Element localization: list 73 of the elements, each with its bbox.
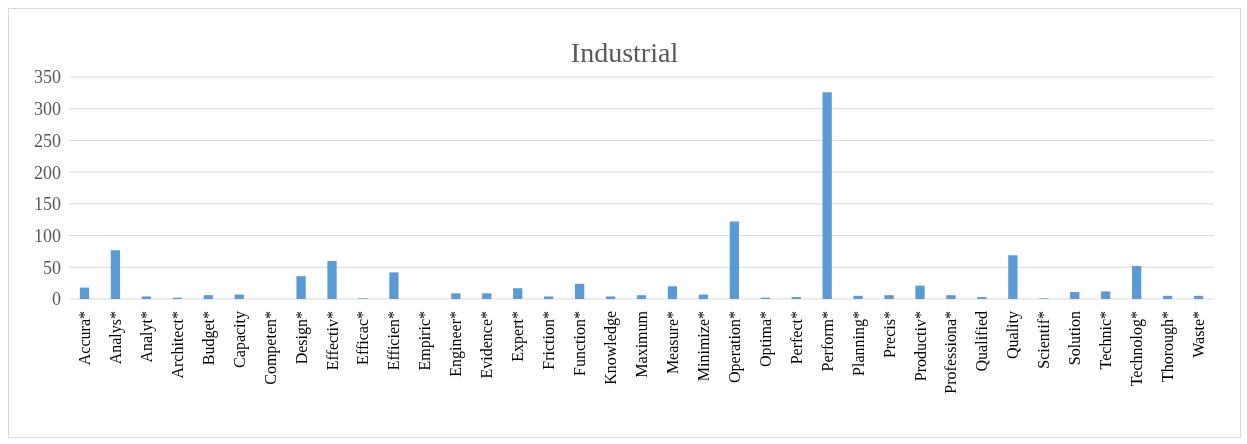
y-tick-label: 300 [34, 99, 61, 120]
bar [79, 287, 90, 299]
bar [141, 296, 152, 299]
x-tick-label: Optima* [756, 311, 775, 367]
x-tick-label: Technolog* [1128, 311, 1147, 387]
x-tick-label: Competen* [261, 311, 280, 385]
x-tick-label: Evidence* [478, 311, 496, 379]
bar [853, 295, 863, 299]
x-tick-label: Solution [1066, 311, 1084, 366]
bar [574, 283, 585, 299]
x-tick-label: Quality [1004, 311, 1023, 359]
x-tick-label: Efficac* [354, 311, 372, 365]
y-tick-label: 50 [43, 257, 61, 278]
bar [296, 276, 306, 299]
bar [884, 295, 894, 299]
x-tick-label: Waste* [1190, 311, 1208, 358]
chart-title: Industrial [569, 37, 680, 69]
bar [605, 296, 616, 299]
x-tick-label: Expert* [509, 311, 528, 362]
y-tick-label: 350 [34, 67, 61, 88]
x-tick-label: Architect* [168, 311, 186, 379]
bar [822, 92, 832, 299]
bar [482, 293, 492, 299]
bar [544, 296, 554, 299]
x-tick-label: Planning* [849, 311, 868, 376]
x-tick-label: Accura* [75, 311, 93, 366]
y-tick-label: 250 [34, 130, 61, 151]
bar [667, 286, 678, 299]
bar [513, 288, 523, 299]
bar [636, 295, 647, 299]
y-tick-label: 0 [52, 289, 61, 310]
bar [203, 295, 213, 299]
x-tick-label: Technic* [1097, 311, 1115, 370]
x-tick-label: Precis* [880, 311, 898, 359]
bar [1131, 266, 1142, 299]
x-tick-label: Friction* [540, 311, 558, 370]
bar [915, 285, 925, 299]
x-tick-label: Operation* [725, 311, 744, 383]
bar [389, 272, 399, 299]
x-tick-label: Minimize* [694, 311, 712, 382]
x-tick-label: Professiona* [942, 311, 960, 394]
x-tick-label: Budget* [199, 311, 218, 366]
x-tick-label: Perfect* [787, 311, 805, 365]
bar [327, 260, 337, 299]
x-tick-label: Design* [292, 311, 311, 365]
x-tick-label: Engineer* [447, 311, 466, 377]
x-tick-label: Efficien* [385, 311, 403, 371]
bar [110, 250, 121, 299]
bar [1008, 255, 1018, 299]
x-tick-label: Scientif* [1035, 311, 1053, 369]
y-tick-label: 200 [34, 162, 61, 183]
x-tick-label: Empiric* [416, 311, 435, 371]
x-tick-label: Maximum [633, 310, 650, 378]
bar [1193, 295, 1204, 299]
y-tick-label: 100 [34, 225, 61, 246]
x-tick-label: Analys* [106, 311, 125, 365]
bar [451, 293, 461, 299]
x-tick-label: Thorough* [1159, 311, 1178, 383]
x-tick-label: Productiv* [911, 311, 929, 382]
bar [946, 295, 956, 299]
x-tick-label: Function* [571, 311, 589, 376]
x-tick-label: Perform* [818, 311, 836, 372]
x-tick-label: Analyt* [137, 311, 156, 363]
y-tick-label: 150 [34, 194, 61, 215]
bar [1162, 295, 1173, 299]
bar [729, 221, 739, 299]
x-tick-label: Effectiv* [323, 311, 341, 371]
x-tick-label: Qualified [973, 311, 991, 372]
bar [1101, 291, 1111, 299]
x-tick-label: Measure* [663, 311, 681, 375]
bar [1070, 292, 1080, 299]
x-tick-label: Capacity [230, 311, 249, 368]
x-tick-label: Knowledge [602, 311, 621, 385]
